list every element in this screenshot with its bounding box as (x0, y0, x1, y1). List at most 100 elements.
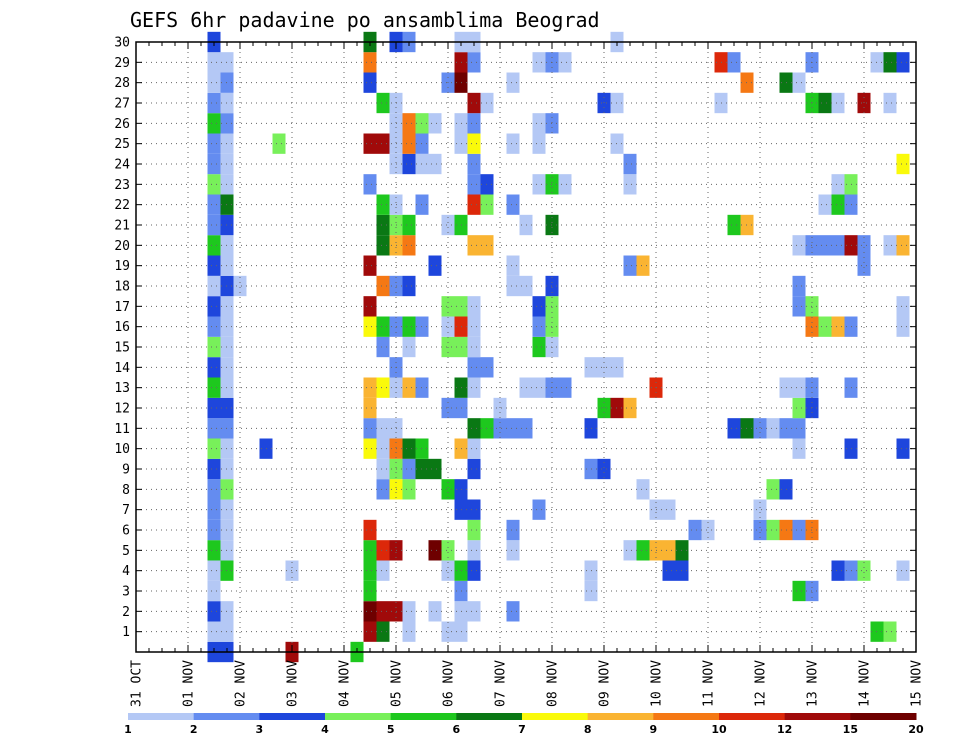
precip-cell (506, 418, 520, 439)
y-tick-label: 12 (114, 402, 130, 417)
precip-cell (207, 519, 221, 541)
precip-cell (207, 214, 221, 236)
precip-cell (402, 438, 416, 459)
precip-cell (207, 316, 221, 337)
precip-cell (402, 133, 416, 154)
precip-cell (207, 194, 221, 215)
precip-cell (467, 560, 481, 581)
y-axis-ticks: 1234567891011121314151617181920212223242… (114, 36, 916, 640)
precip-cell (792, 275, 806, 297)
colorbar-label: 5 (387, 723, 395, 736)
precip-cell (623, 540, 637, 561)
x-tick-label: 08 NOV (546, 660, 561, 707)
precip-cell (883, 621, 897, 642)
precip-cell (883, 52, 897, 73)
precip-cell (207, 621, 221, 642)
precip-cell (402, 275, 416, 297)
y-tick-label: 15 (114, 341, 130, 356)
precip-cell (753, 418, 767, 439)
precip-cell (818, 316, 832, 337)
precip-cell (506, 194, 520, 215)
precip-cell (376, 194, 390, 215)
precip-cell (727, 418, 741, 439)
precip-cell (207, 336, 221, 358)
precip-cell (363, 296, 377, 317)
precip-cell (376, 214, 390, 236)
precip-cell (428, 113, 442, 134)
precip-cell (792, 235, 806, 256)
precip-cell (506, 255, 520, 276)
precip-cell (363, 255, 377, 276)
precip-cell (376, 336, 390, 358)
colorbar-swatch (784, 713, 851, 720)
y-tick-label: 17 (114, 300, 130, 315)
precip-cell (402, 458, 416, 480)
precip-cell (207, 235, 221, 256)
precip-cell (753, 499, 767, 520)
x-tick-label: 12 NOV (754, 660, 769, 707)
precip-cell (506, 72, 520, 93)
y-tick-label: 20 (114, 239, 130, 254)
precip-cell (207, 92, 221, 114)
precip-cell (766, 519, 780, 541)
precip-cell (376, 479, 390, 500)
precip-cell (467, 499, 481, 520)
precip-cell (467, 357, 481, 378)
colorbar-swatch (259, 713, 326, 720)
precip-cell (207, 133, 221, 154)
x-tick-label: 02 NOV (234, 660, 249, 707)
y-tick-label: 18 (114, 280, 130, 295)
precip-cell (506, 519, 520, 541)
y-tick-label: 24 (114, 158, 130, 173)
precip-cell (363, 174, 377, 195)
precip-cell (376, 621, 390, 642)
x-tick-label: 13 NOV (806, 660, 821, 707)
y-tick-label: 30 (114, 36, 130, 51)
precip-cell (207, 113, 221, 134)
precip-cell (532, 113, 546, 134)
precip-cell (467, 418, 481, 439)
precip-cell (896, 235, 910, 256)
precip-cell (441, 214, 455, 236)
precip-cell (701, 519, 715, 541)
precip-cell (376, 458, 390, 480)
colorbar-swatch (653, 713, 720, 720)
precip-cell (233, 275, 247, 297)
colorbar-label: 1 (124, 723, 132, 736)
precip-cell (207, 418, 221, 439)
precip-cell (558, 52, 572, 73)
precip-cell (207, 499, 221, 520)
y-tick-label: 21 (114, 219, 130, 234)
precip-cell (441, 479, 455, 500)
precip-cell (467, 92, 481, 114)
y-tick-label: 28 (114, 76, 130, 91)
precip-cell (428, 153, 442, 175)
y-tick-label: 10 (114, 442, 130, 457)
precip-cell (532, 316, 546, 337)
precip-cell (818, 235, 832, 256)
y-tick-label: 4 (122, 564, 130, 579)
precip-cell (857, 255, 871, 276)
y-tick-label: 8 (122, 483, 130, 498)
precip-cell (207, 438, 221, 459)
colorbar-label: 3 (256, 723, 264, 736)
precip-cell (532, 499, 546, 520)
precip-cell (831, 316, 845, 337)
precip-cell (402, 479, 416, 500)
colorbar-swatch (850, 713, 917, 720)
precip-cell (506, 601, 520, 622)
precip-cell (467, 113, 481, 134)
precip-cell (428, 458, 442, 480)
precip-cell (207, 458, 221, 480)
x-tick-label: 03 NOV (286, 660, 301, 707)
y-tick-label: 26 (114, 117, 130, 132)
precip-cell (623, 174, 637, 195)
precip-cell (376, 316, 390, 337)
precip-cell (467, 52, 481, 73)
precip-cell (532, 377, 546, 398)
precip-cell (428, 601, 442, 622)
precip-cell (766, 479, 780, 500)
y-tick-label: 25 (114, 137, 130, 152)
precip-cell (623, 397, 637, 419)
precip-cell (688, 519, 702, 541)
